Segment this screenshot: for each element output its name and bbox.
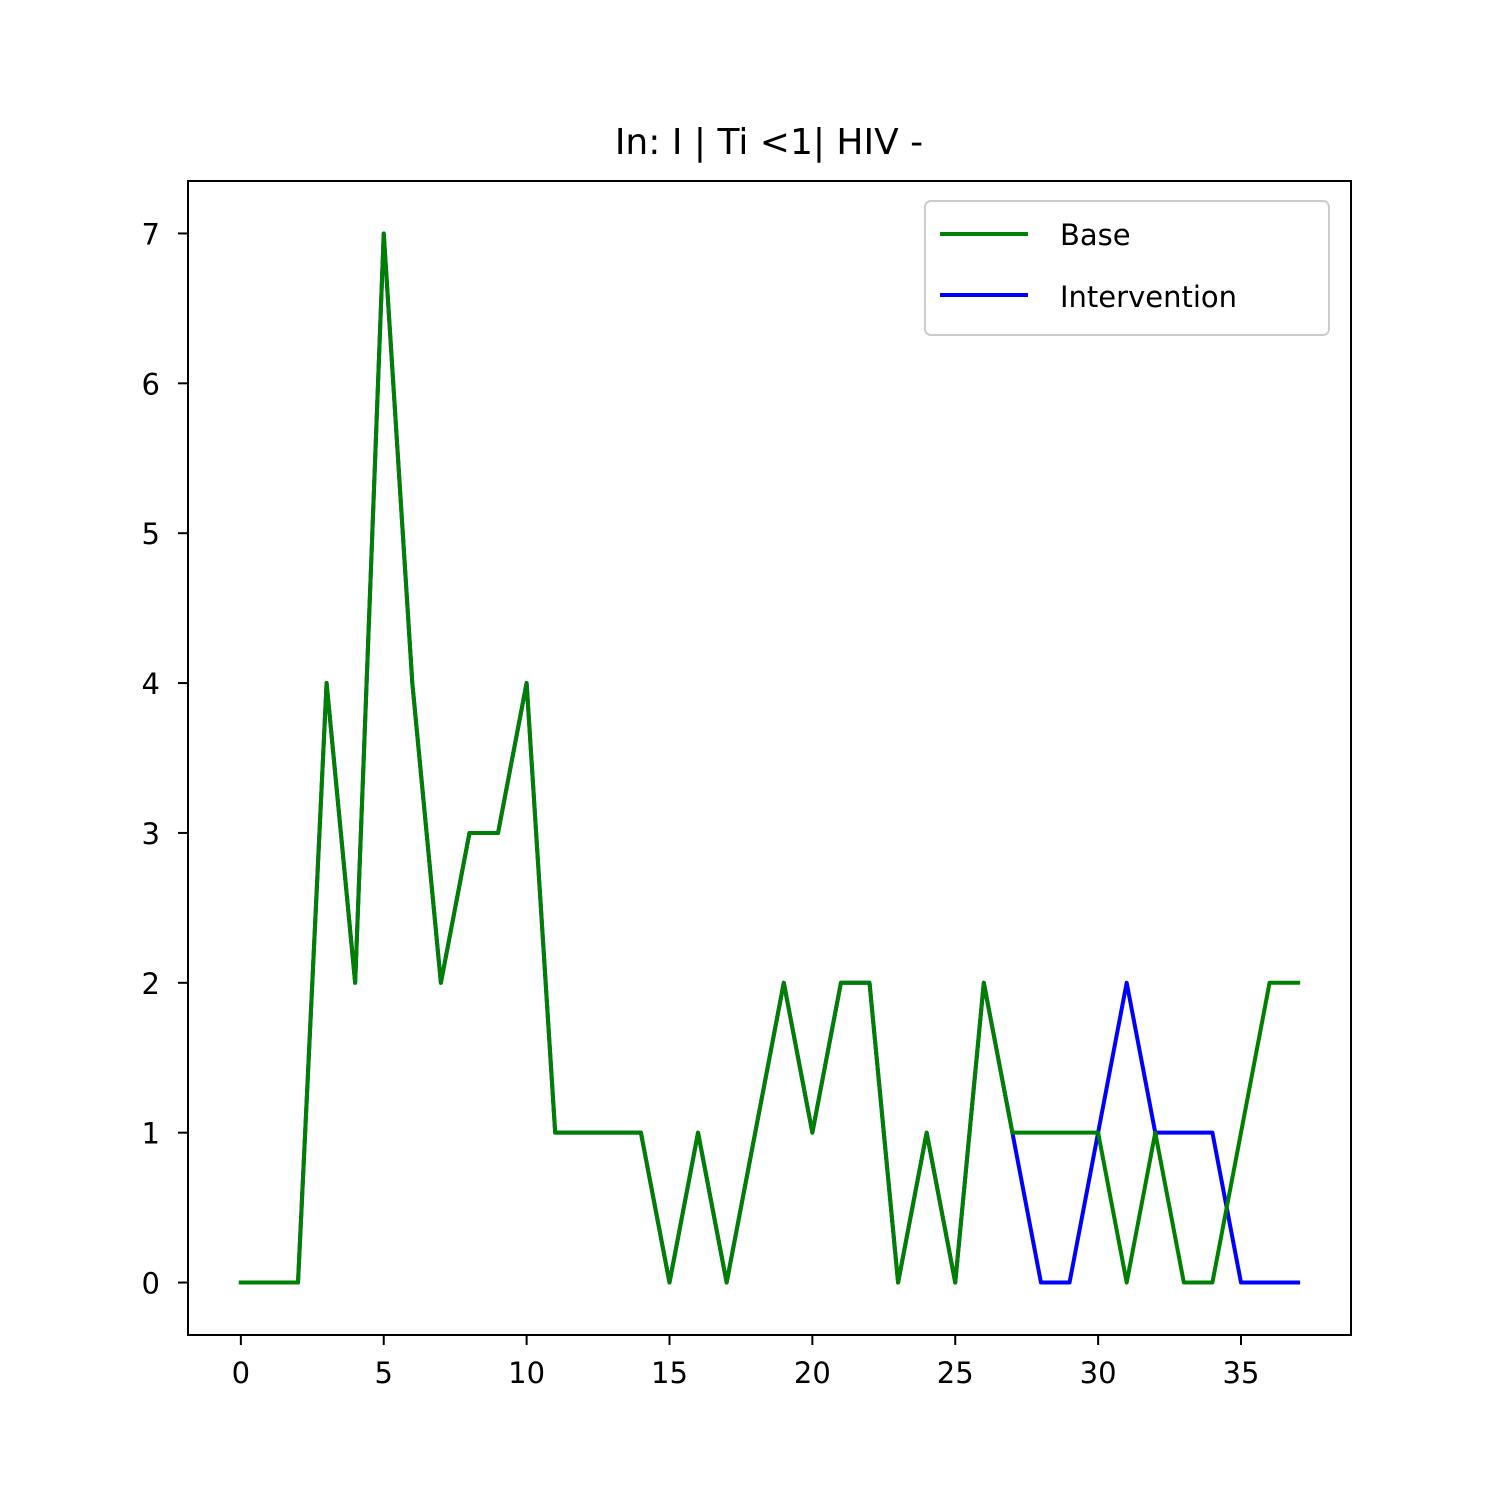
y-tick-label: 3: [142, 817, 160, 851]
y-tick-label: 2: [142, 967, 160, 1001]
y-tick-label: 5: [142, 517, 160, 551]
y-tick-label: 4: [142, 667, 160, 701]
x-tick-label: 35: [1223, 1356, 1260, 1390]
x-tick-label: 30: [1080, 1356, 1117, 1390]
x-tick-label: 25: [937, 1356, 974, 1390]
legend: Base Intervention: [924, 200, 1330, 336]
x-tick-label: 0: [232, 1356, 250, 1390]
x-tick-label: 15: [651, 1356, 688, 1390]
y-tick-label: 1: [142, 1117, 160, 1151]
x-axis: 0 5 10 15 20 25 30 35: [232, 1335, 1260, 1390]
series-layer: [238, 231, 1301, 1285]
x-tick-label: 5: [375, 1356, 393, 1390]
x-tick-label: 10: [508, 1356, 545, 1390]
plot-frame: [187, 180, 1352, 1336]
legend-label-intervention: Intervention: [1060, 280, 1237, 314]
y-tick-label: 6: [142, 367, 160, 401]
y-tick-label: 0: [142, 1267, 160, 1301]
x-tick-label: 20: [794, 1356, 831, 1390]
legend-label-base: Base: [1060, 218, 1131, 252]
series-line-base: [238, 231, 1301, 1285]
y-axis: 0 1 2 3 4 5 6 7: [142, 217, 188, 1301]
chart-title: In: I | Ti <1| HIV -: [615, 122, 923, 163]
y-tick-label: 7: [142, 217, 160, 251]
